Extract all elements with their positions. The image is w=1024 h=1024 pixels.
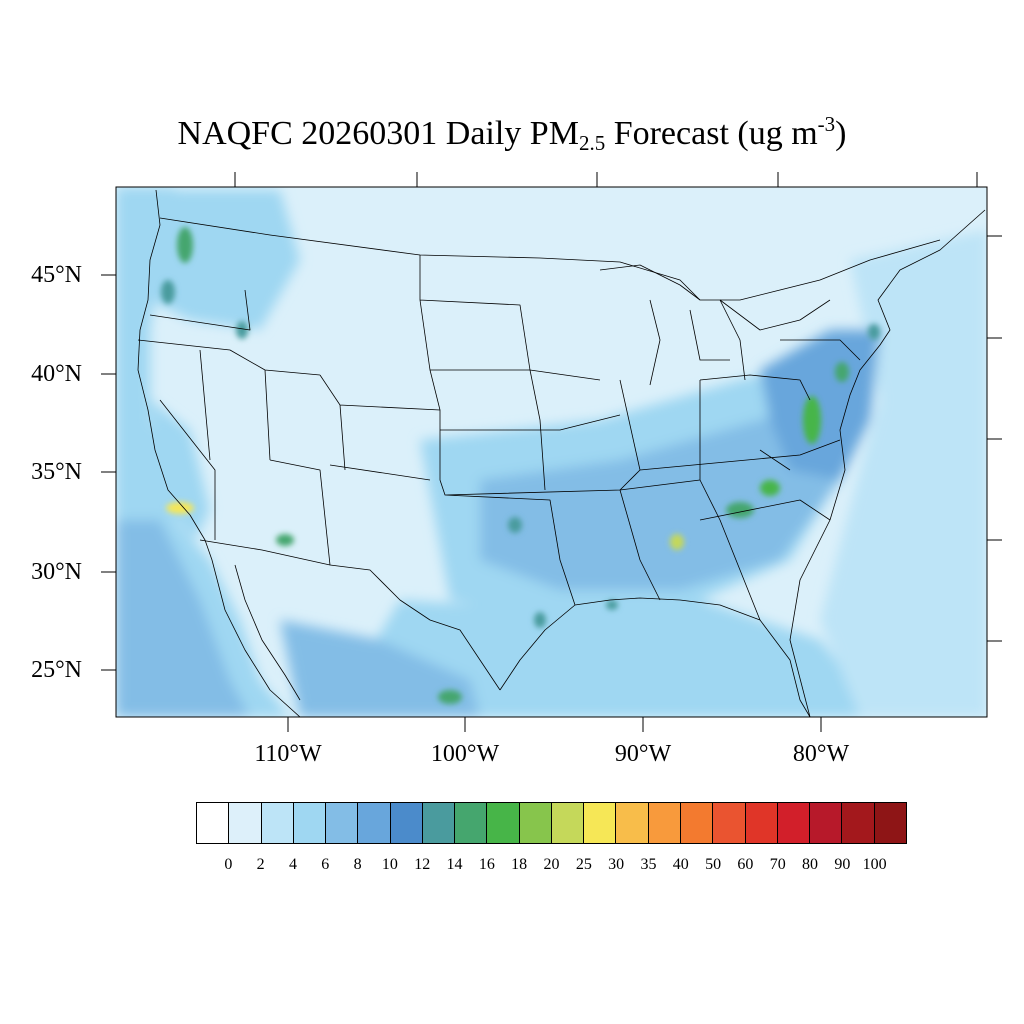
lon-label-80: 80°W (792, 741, 850, 767)
lat-label-45: 45°N (31, 262, 82, 288)
colorbar-swatch-11 (551, 803, 585, 843)
colorbar-tick-label: 18 (511, 856, 528, 873)
colorbar-swatch-7 (422, 803, 456, 843)
colorbar-tick-label: 90 (834, 856, 851, 873)
colorbar-swatch-6 (390, 803, 423, 843)
hotspot-mexico (438, 690, 462, 704)
boundaries (137, 189, 986, 717)
colorbar-swatch-17 (745, 803, 778, 843)
colorbar-tick-label: 8 (353, 856, 362, 873)
colorbar-swatch-14 (648, 803, 681, 843)
title-middle: Forecast (ug m (605, 115, 818, 152)
colorbar-tick-label: 20 (543, 856, 560, 873)
colorbar-swatch-3 (293, 803, 327, 843)
northwest-field (150, 190, 300, 330)
pacific-offshore-field (116, 520, 250, 717)
colorbar-swatch-9 (487, 803, 520, 843)
us-mexico-border (199, 539, 501, 691)
east-coast-field (760, 330, 880, 480)
state-lines-east (619, 299, 861, 621)
colorbar-swatch-0 (197, 803, 230, 843)
map-ticks (101, 172, 1002, 732)
colorbar-swatch-1 (229, 803, 262, 843)
lon-label-90: 90°W (614, 741, 672, 767)
hotspot-dallas (508, 517, 522, 533)
colorbar-tick-label: 14 (446, 856, 463, 873)
sierra-field (150, 400, 210, 540)
atlantic-field (820, 230, 987, 717)
title-suffix: ) (835, 115, 847, 152)
title-subscript: 2.5 (578, 131, 606, 155)
colorbar-swatch-12 (584, 803, 617, 843)
colorbar-swatch-19 (810, 803, 843, 843)
hotspot-washington (803, 396, 821, 444)
mexico-field (280, 620, 480, 717)
hotspot-boston (868, 324, 880, 340)
hotspot-birmingham (670, 534, 684, 550)
colorbar-tick-label: 4 (288, 856, 297, 873)
colorbar-swatch-15 (680, 803, 714, 843)
colorbar-tick-label: 0 (224, 856, 233, 873)
colorbar-tick-label: 70 (769, 856, 786, 873)
title-superscript: -3 (817, 112, 836, 136)
lon-label-100: 100°W (430, 741, 500, 767)
hotspot-seattle (177, 227, 193, 263)
colorbar-tick-label: 30 (608, 856, 625, 873)
colorbar-swatch-13 (616, 803, 649, 843)
southeast-field (480, 400, 840, 590)
lat-label-40: 40°N (31, 361, 82, 387)
hotspot-slc (236, 321, 248, 339)
colorbar-swatch-8 (455, 803, 488, 843)
colorbar-tick-label: 2 (256, 856, 265, 873)
hotspot-mobile (606, 600, 618, 610)
colorbar (196, 802, 907, 844)
baja-coast (234, 564, 301, 701)
colorbar-tick-label: 100 (862, 856, 887, 873)
us-pacific-coast (137, 189, 301, 717)
colorbar-tick-label: 60 (737, 856, 754, 873)
colorbar-tick-label: 40 (672, 856, 689, 873)
colorbar-swatch-21 (874, 803, 906, 843)
lat-label-35: 35°N (31, 459, 82, 485)
map-title: NAQFC 20260301 Daily PM2.5 Forecast (ug … (0, 112, 1024, 156)
colorbar-swatch-18 (777, 803, 811, 843)
lat-label-30: 30°N (31, 559, 82, 585)
map-field (116, 187, 987, 717)
colorbar-tick-label: 25 (575, 856, 592, 873)
colorbar-swatch-2 (261, 803, 294, 843)
map-frame (115, 186, 988, 718)
canada-border (159, 217, 941, 301)
lat-label-25: 25°N (31, 657, 82, 683)
state-lines-west (137, 289, 441, 566)
hotspot-phoenix (276, 534, 294, 546)
hotspot-new-york (835, 362, 849, 382)
title-prefix: NAQFC 20260301 Daily PM (177, 115, 579, 152)
colorbar-tick-label: 16 (478, 856, 495, 873)
colorbar-swatch-4 (326, 803, 359, 843)
gulf-coast (499, 597, 811, 717)
colorbar-tick-labels: 0 2 4 6 8 10 12 14 16 18 20 25 30 35 40 50 60 70 80 90 100 (196, 856, 907, 876)
lon-label-110: 110°W (254, 741, 322, 767)
colorbar-tick-label: 50 (705, 856, 722, 873)
hotspot-houston (534, 612, 546, 628)
colorbar-tick-label: 10 (381, 856, 398, 873)
state-lines-central (419, 255, 701, 606)
colorbar-swatch-10 (519, 803, 552, 843)
hotspot-atlanta (726, 502, 754, 518)
colorbar-tick-label: 35 (640, 856, 657, 873)
atlantic-coast (789, 209, 986, 717)
colorbar-swatch-5 (358, 803, 391, 843)
hotspot-charlotte (760, 480, 780, 496)
colorbar-swatch-20 (842, 803, 875, 843)
great-lakes (599, 264, 831, 386)
hotspot-portland (161, 280, 175, 304)
colorbar-tick-label: 6 (321, 856, 330, 873)
colorbar-swatch-16 (713, 803, 746, 843)
colorbar-tick-label: 12 (414, 856, 431, 873)
colorbar-tick-label: 80 (802, 856, 819, 873)
